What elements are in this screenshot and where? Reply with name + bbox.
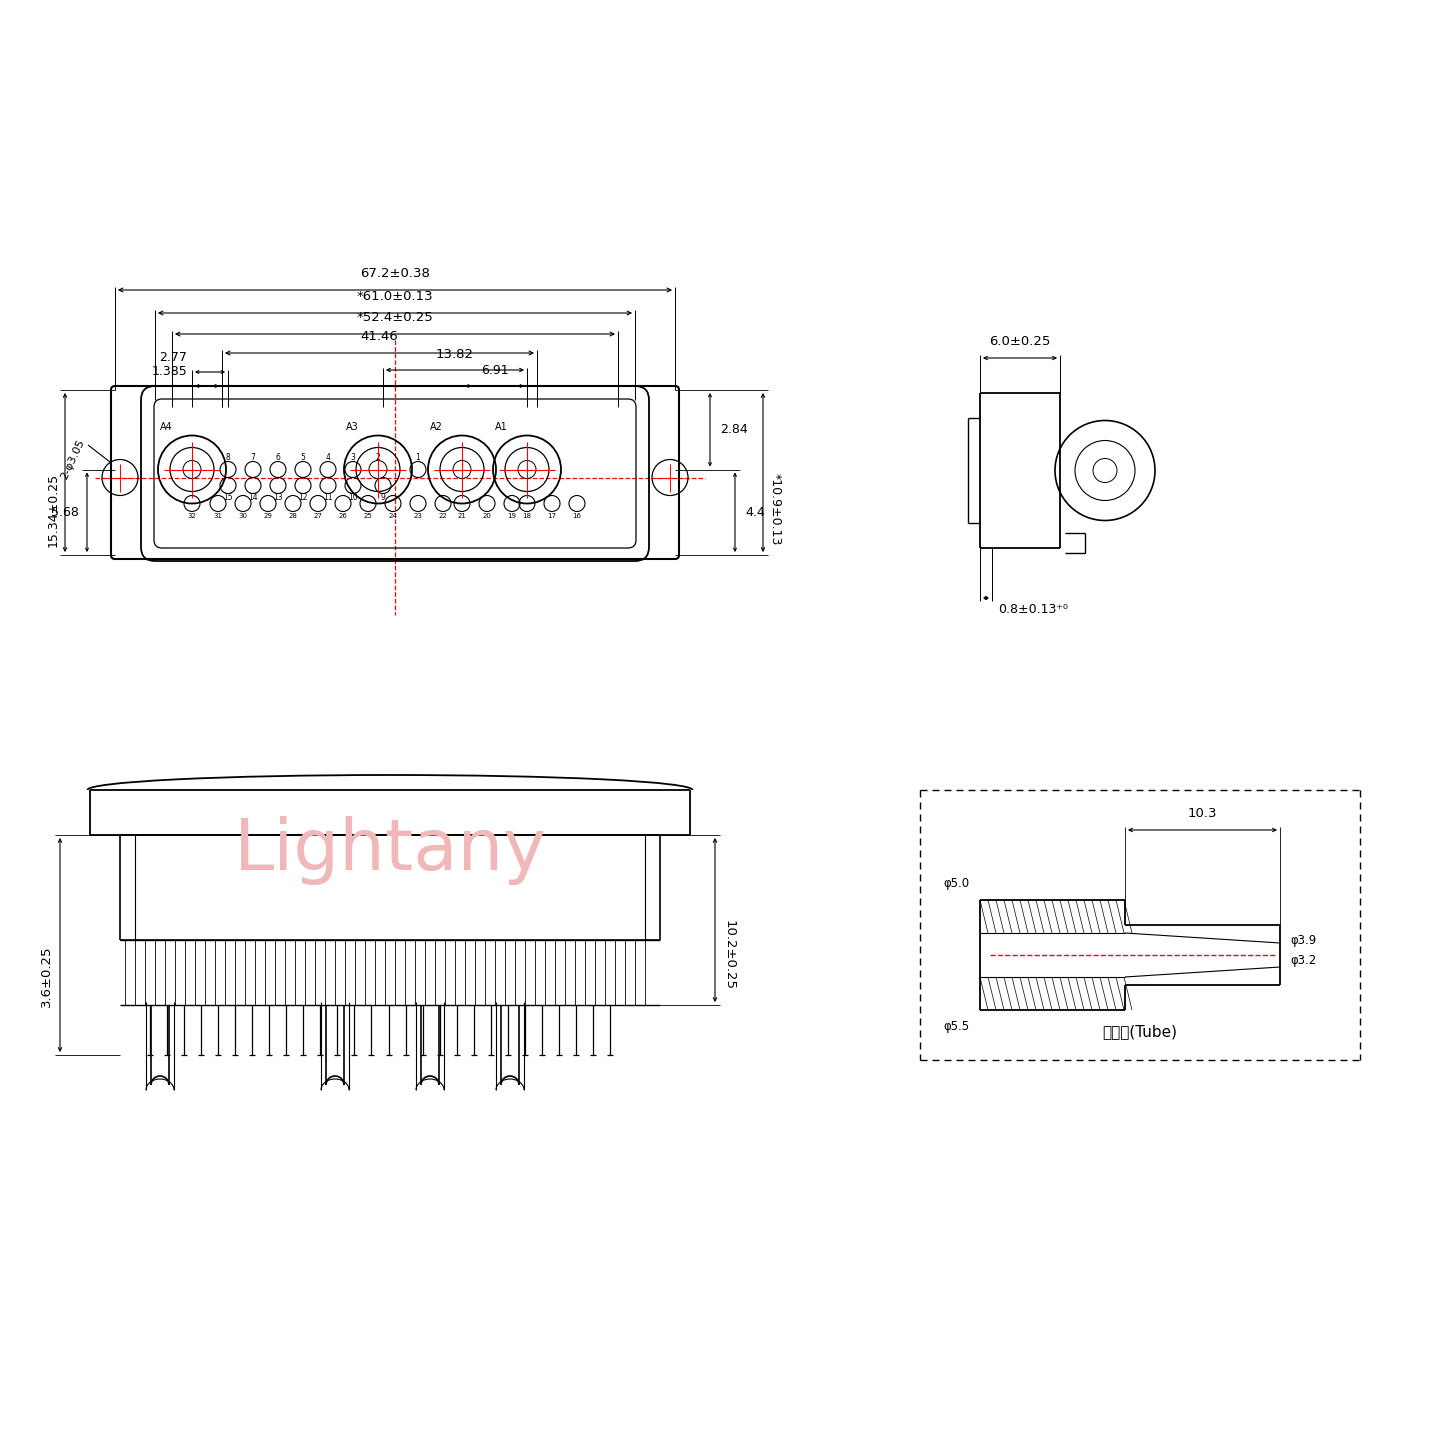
Text: 30: 30 [239,513,248,518]
Text: 10: 10 [348,492,357,503]
Text: 8: 8 [226,454,230,462]
Text: 28: 28 [288,513,298,518]
Text: 6.91: 6.91 [481,364,508,377]
Text: 10.2±0.25: 10.2±0.25 [723,920,736,991]
Text: 0.8±0.13⁺⁰: 0.8±0.13⁺⁰ [998,603,1068,616]
Circle shape [454,461,471,478]
Text: 3.6±0.25: 3.6±0.25 [39,945,52,1007]
Text: 27: 27 [314,513,323,518]
Text: 4: 4 [325,454,330,462]
Text: 21: 21 [458,513,467,518]
Text: 9: 9 [380,492,386,503]
Text: φ3.2: φ3.2 [1290,953,1316,966]
Text: 14: 14 [248,492,258,503]
Text: A4: A4 [160,422,173,432]
Text: φ5.0: φ5.0 [943,877,971,890]
Circle shape [518,461,536,478]
Text: 13: 13 [274,492,282,503]
Text: 1.385: 1.385 [151,364,187,379]
Text: A3: A3 [346,422,359,432]
Text: 18: 18 [523,513,531,518]
Text: A2: A2 [431,422,444,432]
Circle shape [1093,458,1117,482]
Text: 15.34±0.25: 15.34±0.25 [46,472,59,547]
Text: 屏蔽管(Tube): 屏蔽管(Tube) [1103,1024,1178,1040]
Text: 23: 23 [413,513,422,518]
Text: φ3.9: φ3.9 [1290,933,1316,946]
Circle shape [369,461,387,478]
Text: 20: 20 [482,513,491,518]
Text: *61.0±0.13: *61.0±0.13 [357,289,433,302]
Text: *10.9±0.13: *10.9±0.13 [769,472,782,544]
Text: 41.46: 41.46 [360,330,399,343]
Text: 15: 15 [223,492,233,503]
Text: 24: 24 [389,513,397,518]
Text: 67.2±0.38: 67.2±0.38 [360,266,431,279]
Text: 2: 2 [376,454,380,462]
Text: φ5.5: φ5.5 [943,1020,971,1032]
Text: 5.68: 5.68 [52,505,79,518]
Text: 7: 7 [251,454,255,462]
Text: 4.4: 4.4 [744,505,765,518]
Text: 1: 1 [416,454,420,462]
Text: 2.77: 2.77 [160,351,187,364]
Text: 5: 5 [301,454,305,462]
Text: 16: 16 [573,513,582,518]
Text: 31: 31 [213,513,223,518]
Text: 6: 6 [275,454,281,462]
Text: 29: 29 [264,513,272,518]
Text: 10.3: 10.3 [1188,806,1217,819]
Text: 17: 17 [547,513,556,518]
Text: 19: 19 [507,513,517,518]
Text: A1: A1 [495,422,508,432]
Text: 12: 12 [298,492,308,503]
Text: 13.82: 13.82 [436,348,474,361]
Text: Lightany: Lightany [233,815,547,884]
Text: 32: 32 [187,513,196,518]
Text: *52.4±0.25: *52.4±0.25 [357,311,433,324]
Text: 2.84: 2.84 [720,423,747,436]
Circle shape [183,461,202,478]
Text: 26: 26 [338,513,347,518]
Text: 6.0±0.25: 6.0±0.25 [989,336,1051,348]
Text: 22: 22 [439,513,448,518]
Text: 3: 3 [350,454,356,462]
Text: 25: 25 [364,513,373,518]
Text: 2-φ3.05: 2-φ3.05 [59,438,86,481]
Text: 11: 11 [323,492,333,503]
